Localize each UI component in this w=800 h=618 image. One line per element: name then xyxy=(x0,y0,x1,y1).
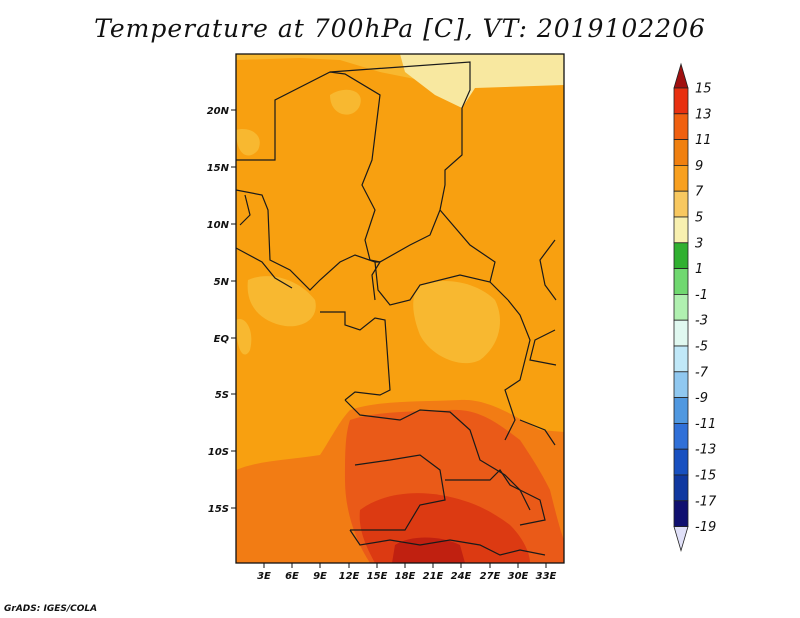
colorbar-label: 3 xyxy=(695,236,703,251)
colorbar-segment xyxy=(673,422,689,450)
colorbar-label: -9 xyxy=(695,391,708,406)
colorbar-segment xyxy=(673,190,689,218)
country-borders xyxy=(236,61,557,556)
lat-label: 15N xyxy=(207,163,230,174)
colorbar-segment xyxy=(673,216,689,244)
colorbar-segment xyxy=(673,268,689,295)
lat-label: 5N xyxy=(214,277,230,288)
lat-label: EQ xyxy=(214,334,230,345)
colorbar-bottom-arrow xyxy=(673,526,689,553)
lon-label: 9E xyxy=(313,571,327,582)
lon-label: 21E xyxy=(423,571,444,582)
colorbar-label: -15 xyxy=(695,469,716,484)
lat-label: 10N xyxy=(207,220,230,231)
colorbar-label: 11 xyxy=(695,133,712,148)
colorbar-label: -13 xyxy=(695,443,716,458)
temperature-field xyxy=(236,54,564,563)
colorbar-label: 7 xyxy=(695,185,704,200)
map-title: Temperature at 700hPa [C], VT: 201910220… xyxy=(94,14,706,43)
colorbar-label: -5 xyxy=(695,340,708,355)
credit-text: GrADS: IGES/COLA xyxy=(4,604,98,614)
lon-label: 6E xyxy=(285,571,299,582)
lat-label: 15S xyxy=(208,504,229,515)
lon-label: 3E xyxy=(257,571,271,582)
longitude-labels: 3E 6E 9E 12E 15E 18E 21E 24E 27E 30E 33E xyxy=(257,571,556,582)
colorbar-segment xyxy=(673,293,689,321)
colorbar-label: -19 xyxy=(695,520,716,535)
colorbar-segment xyxy=(673,474,689,502)
lon-label: 15E xyxy=(367,571,388,582)
lat-label: 20N xyxy=(207,106,230,117)
colorbar-segment xyxy=(673,319,689,347)
colorbar-segment xyxy=(673,139,689,166)
colorbar-label: -3 xyxy=(695,314,708,329)
lon-label: 12E xyxy=(339,571,360,582)
colorbar: 15 13 11 9 7 5 3 1 -1 -3 -5 -7 -9 -11 -13 -15 -17 -19 xyxy=(673,62,717,553)
colorbar-segment xyxy=(673,397,689,424)
lat-label: 10S xyxy=(208,447,229,458)
lat-label: 5S xyxy=(215,390,229,401)
colorbar-label: -7 xyxy=(695,365,709,380)
colorbar-segment xyxy=(673,345,689,373)
colorbar-segment xyxy=(673,448,689,476)
colorbar-label: 9 xyxy=(695,159,703,174)
lon-label: 18E xyxy=(395,571,416,582)
plot-frame xyxy=(235,53,565,564)
colorbar-label: -17 xyxy=(695,494,717,509)
colorbar-segment xyxy=(673,500,689,527)
colorbar-segment xyxy=(673,164,689,192)
colorbar-segment xyxy=(673,113,689,141)
colorbar-label: -11 xyxy=(695,417,716,432)
colorbar-segment xyxy=(673,371,689,398)
latitude-labels: 20N 15N 10N 5N EQ 5S 10S 15S xyxy=(207,106,230,515)
lon-label: 33E xyxy=(536,571,557,582)
colorbar-label: 15 xyxy=(695,82,712,97)
lon-label: 24E xyxy=(451,571,472,582)
axis-ticks xyxy=(231,109,547,568)
colorbar-top-arrow xyxy=(673,62,689,89)
colorbar-segment xyxy=(673,87,689,115)
colorbar-label: 13 xyxy=(695,107,712,122)
lon-label: 30E xyxy=(508,571,529,582)
colorbar-segment xyxy=(673,242,689,270)
colorbar-label: -1 xyxy=(695,288,708,303)
colorbar-label: 1 xyxy=(695,262,703,277)
lon-label: 27E xyxy=(480,571,501,582)
colorbar-label: 5 xyxy=(695,211,703,226)
